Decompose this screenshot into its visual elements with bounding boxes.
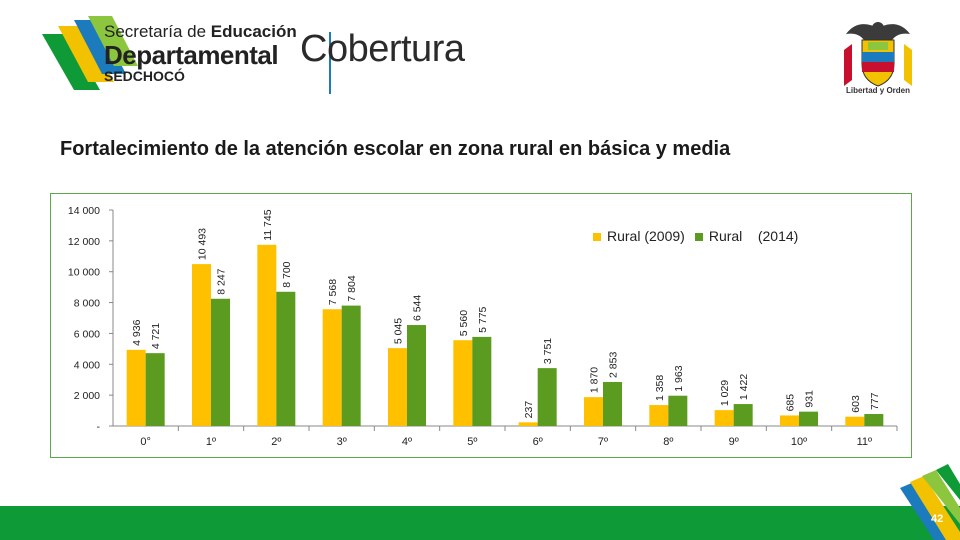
colombia-crest-icon — [844, 22, 912, 87]
data-label-2009: 11 745 — [262, 209, 274, 240]
x-tick-label: 8º — [663, 436, 673, 448]
logo-line1: Secretaría de Educación — [104, 22, 297, 41]
data-label-2014: 8 700 — [281, 261, 293, 287]
y-tick-label: 12 000 — [68, 236, 100, 248]
data-label-2009: 4 936 — [131, 319, 143, 345]
page-number: 42 — [931, 513, 944, 525]
data-label-2009: 5 045 — [393, 318, 405, 344]
bar-2014 — [341, 305, 361, 426]
slide-title: Fortalecimiento de la atención escolar e… — [60, 138, 731, 160]
y-tick-label: 4 000 — [74, 359, 100, 371]
chart-legend: Rural (2009) Rural (2014) — [593, 228, 808, 244]
bar-2009 — [192, 264, 211, 426]
x-tick-label: 5º — [467, 436, 477, 448]
bar-2014 — [603, 381, 622, 426]
bar-2009 — [518, 422, 538, 426]
data-label-2009: 1 358 — [654, 375, 666, 401]
legend-item-2009: Rural (2009) — [593, 228, 685, 244]
legend-label-2014-a: Rural — [708, 228, 743, 244]
y-tick-label: 8 000 — [74, 298, 100, 310]
crest-caption: Libertad y Orden — [845, 86, 910, 95]
data-label-2014: 777 — [869, 392, 881, 410]
bar-2014 — [864, 414, 884, 426]
data-label-2014: 5 775 — [477, 306, 489, 332]
data-label-2014: 6 544 — [412, 295, 424, 321]
data-label-2014: 4 721 — [150, 323, 162, 349]
bar-2009 — [257, 244, 277, 426]
x-tick-label: 11º — [857, 436, 872, 448]
bar-2014 — [537, 368, 557, 426]
data-label-2009: 603 — [850, 395, 862, 413]
data-label-2014: 8 247 — [216, 268, 228, 294]
sedchoco-logo — [40, 12, 510, 94]
logo-line3: SEDCHOCÓ — [104, 68, 185, 84]
bar-2009 — [780, 415, 799, 426]
logo-separator — [329, 32, 331, 94]
bar-2014 — [733, 404, 753, 426]
y-tick-label: 2 000 — [74, 390, 100, 402]
data-label-2009: 685 — [785, 394, 797, 412]
bar-2009 — [649, 405, 669, 426]
data-label-2009: 7 568 — [327, 279, 339, 305]
bar-2014 — [276, 291, 296, 426]
x-tick-label: 3º — [337, 436, 347, 448]
bar-2009 — [714, 410, 734, 426]
y-tick-label: 14 000 — [68, 205, 100, 217]
x-tick-label: 2º — [271, 436, 281, 448]
data-label-2014: 931 — [804, 390, 816, 408]
section-title: Cobertura — [300, 28, 465, 70]
legend-label-2009: Rural (2009) — [607, 228, 685, 244]
logo-line2: Departamental — [104, 40, 279, 70]
chart-frame: - 2 000 4 000 6 000 8 000 10 000 12 000 14 000 0… — [50, 193, 912, 458]
legend-swatch-2009 — [593, 233, 601, 242]
bar-2009 — [322, 309, 342, 426]
data-label-2014: 3 751 — [542, 338, 554, 364]
data-label-2009: 10 493 — [197, 228, 209, 260]
legend-label-2014-b: (2014) — [757, 228, 799, 244]
bar-2009 — [388, 348, 407, 426]
x-tick-label: 10º — [791, 436, 807, 448]
y-tick-label: - — [97, 421, 101, 433]
data-label-2014: 1 422 — [738, 374, 750, 400]
corner-stripes-icon — [900, 464, 960, 540]
data-label-2014: 2 853 — [608, 352, 620, 378]
data-label-2009: 1 029 — [719, 380, 731, 406]
data-label-2014: 7 804 — [346, 275, 358, 301]
footer-bar — [0, 506, 960, 540]
bar-chart: - 2 000 4 000 6 000 8 000 10 000 12 000 14 000 0… — [68, 205, 898, 448]
legend-swatch-2014 — [694, 233, 703, 242]
legend-item-2014: Rural (2014) — [694, 228, 799, 244]
x-tick-label: 7º — [598, 436, 608, 448]
bar-2014 — [799, 411, 818, 426]
bar-2014 — [407, 325, 426, 426]
y-tick-label: 6 000 — [74, 328, 100, 340]
data-label-2009: 237 — [523, 401, 535, 419]
x-tick-label: 4º — [402, 436, 412, 448]
x-tick-label: 0° — [140, 436, 151, 448]
data-label-2009: 1 870 — [589, 367, 601, 393]
bar-2014 — [145, 353, 165, 426]
logo-stripes-icon — [42, 16, 138, 90]
bar-2014 — [668, 395, 688, 426]
data-label-2009: 5 560 — [458, 310, 470, 336]
x-tick-label: 1º — [206, 436, 216, 448]
bar-2009 — [845, 416, 865, 426]
data-label-2014: 1 963 — [673, 365, 685, 391]
x-tick-label: 6º — [533, 436, 543, 448]
bar-2014 — [211, 298, 230, 426]
bar-2014 — [472, 336, 492, 426]
bar-2009 — [126, 349, 146, 426]
y-tick-label: 10 000 — [68, 267, 100, 279]
bar-2009 — [584, 397, 603, 426]
bar-2009 — [453, 340, 473, 426]
x-tick-label: 9º — [729, 436, 739, 448]
